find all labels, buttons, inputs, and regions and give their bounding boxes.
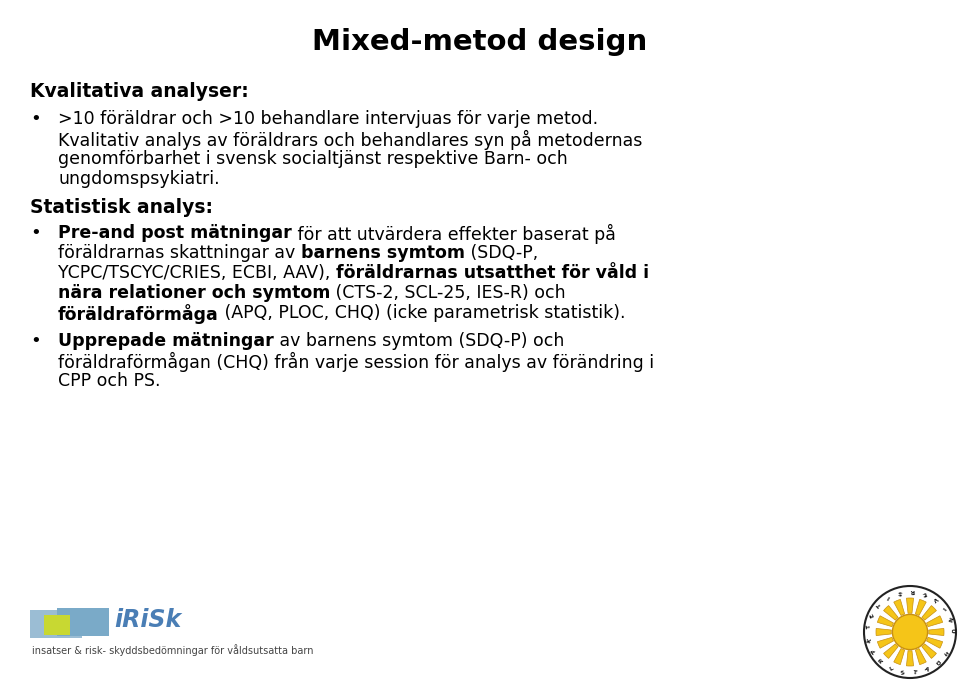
Text: Kvalitativa analyser:: Kvalitativa analyser:: [30, 82, 249, 101]
Text: Pre-and post mätningar: Pre-and post mätningar: [58, 224, 292, 242]
Text: R: R: [910, 588, 915, 593]
Text: iRiSk: iRiSk: [114, 608, 181, 632]
Text: insatser & risk- skyddsbedömningar för våldsutsatta barn: insatser & risk- skyddsbedömningar för v…: [32, 644, 314, 656]
Text: föräldraförmågan (CHQ) från varje session för analys av förändring i: föräldraförmågan (CHQ) från varje sessio…: [58, 352, 654, 372]
Wedge shape: [928, 629, 944, 635]
Text: S: S: [900, 670, 905, 676]
Text: D: D: [934, 660, 941, 667]
Text: T: T: [866, 624, 872, 629]
Text: A: A: [924, 666, 930, 673]
FancyBboxPatch shape: [57, 608, 109, 636]
Text: Upprepade mätningar: Upprepade mätningar: [58, 332, 274, 350]
Wedge shape: [922, 644, 936, 658]
Text: A: A: [871, 649, 877, 655]
Circle shape: [864, 586, 956, 678]
Text: (SDQ-P,: (SDQ-P,: [465, 244, 538, 262]
Text: I: I: [886, 594, 891, 599]
Text: L: L: [888, 666, 894, 672]
Text: •: •: [30, 332, 40, 350]
Wedge shape: [877, 616, 894, 627]
Text: Statistisk analys:: Statistisk analys:: [30, 198, 213, 217]
Text: föräldraförmåga: föräldraförmåga: [58, 304, 219, 324]
Text: S: S: [942, 651, 948, 657]
Wedge shape: [922, 605, 936, 620]
Text: (CTS-2, SCL-25, IES-R) och: (CTS-2, SCL-25, IES-R) och: [330, 284, 566, 302]
Circle shape: [893, 614, 927, 650]
Text: S: S: [898, 589, 902, 595]
Wedge shape: [883, 605, 899, 620]
Text: R: R: [877, 659, 884, 665]
Wedge shape: [894, 599, 904, 616]
Text: nära relationer och symtom: nära relationer och symtom: [58, 284, 330, 302]
Wedge shape: [906, 651, 914, 666]
Text: CPP och PS.: CPP och PS.: [58, 372, 160, 390]
Text: •: •: [30, 110, 40, 128]
Text: E: E: [922, 590, 927, 596]
Text: N: N: [947, 616, 952, 622]
Wedge shape: [894, 649, 904, 664]
Wedge shape: [876, 629, 891, 635]
Text: I: I: [941, 605, 947, 610]
Text: barnens symtom: barnens symtom: [300, 244, 465, 262]
Wedge shape: [915, 649, 926, 664]
Text: T: T: [876, 601, 882, 607]
Text: ungdomspsykiatri.: ungdomspsykiatri.: [58, 170, 220, 188]
Text: genomförbarhet i svensk socialtjänst respektive Barn- och: genomförbarhet i svensk socialtjänst res…: [58, 150, 567, 168]
Wedge shape: [926, 616, 943, 627]
Text: (APQ, PLOC, CHQ) (icke parametrisk statistik).: (APQ, PLOC, CHQ) (icke parametrisk stati…: [219, 304, 625, 322]
Wedge shape: [915, 599, 926, 616]
FancyBboxPatch shape: [44, 615, 70, 635]
FancyBboxPatch shape: [30, 610, 82, 638]
Text: E: E: [869, 611, 876, 618]
Text: föräldrarnas skattningar av: föräldrarnas skattningar av: [58, 244, 300, 262]
Wedge shape: [877, 638, 894, 649]
Text: av barnens symtom (SDQ-P) och: av barnens symtom (SDQ-P) och: [274, 332, 564, 350]
Text: •: •: [30, 224, 40, 242]
Wedge shape: [883, 644, 899, 658]
Text: föräldrarnas utsatthet för våld i: föräldrarnas utsatthet för våld i: [336, 264, 649, 282]
Text: YCPC/TSCYC/CRIES, ECBI, AAV),: YCPC/TSCYC/CRIES, ECBI, AAV),: [58, 264, 336, 282]
Text: Kvalitativ analys av föräldrars och behandlares syn på metodernas: Kvalitativ analys av föräldrars och beha…: [58, 130, 642, 150]
Text: Mixed-metod design: Mixed-metod design: [312, 28, 648, 56]
Text: K: K: [867, 638, 873, 643]
Wedge shape: [926, 638, 943, 649]
Text: >10 föräldrar och >10 behandlare intervjuas för varje metod.: >10 föräldrar och >10 behandlare intervj…: [58, 110, 598, 128]
Text: V: V: [931, 596, 938, 602]
Text: för att utvärdera effekter baserat på: för att utvärdera effekter baserat på: [292, 224, 615, 244]
Wedge shape: [906, 598, 914, 613]
Text: T: T: [913, 671, 918, 676]
Text: U: U: [948, 628, 954, 633]
